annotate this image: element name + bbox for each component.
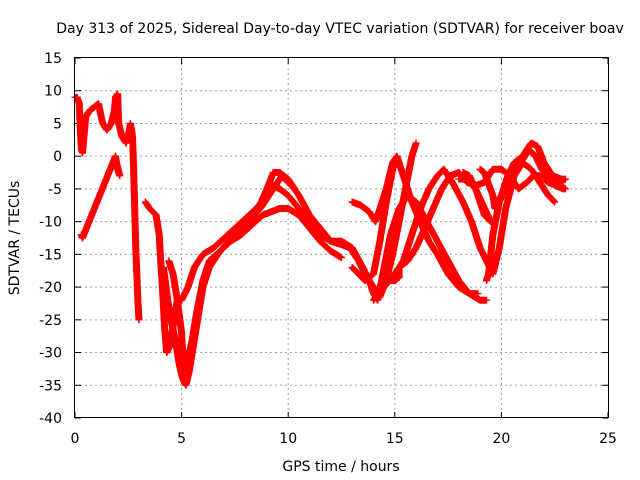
data-point-marks — [455, 169, 495, 226]
x-tick-label: 10 — [279, 431, 297, 447]
y-tick-label: 5 — [53, 116, 62, 132]
y-tick-label: -15 — [39, 247, 62, 263]
series-5 — [165, 205, 345, 376]
y-tick-label: -5 — [48, 182, 62, 198]
y-tick-label: 0 — [53, 149, 62, 165]
x-tick-labels: 0 5 10 15 20 25 — [71, 431, 617, 447]
chart-title: Day 313 of 2025, Sidereal Day-to-day VTE… — [56, 21, 624, 37]
data-markers — [71, 90, 569, 389]
data-point-marks — [348, 152, 401, 226]
x-tick-label: 5 — [177, 431, 186, 447]
x-tick-label: 15 — [386, 431, 404, 447]
series-8 — [348, 152, 401, 226]
data-point-marks — [476, 139, 569, 284]
data-point-marks — [71, 90, 143, 324]
series-11 — [476, 139, 569, 284]
y-axis-label: SDTVAR / TECUs — [7, 181, 23, 296]
y-tick-label: 10 — [44, 84, 62, 100]
data-point-marks — [165, 205, 345, 376]
y-tick-label: -30 — [39, 346, 62, 362]
series-12 — [455, 169, 495, 226]
data-point-marks — [77, 152, 124, 242]
series-2 — [77, 152, 124, 242]
y-tick-label: -20 — [39, 280, 62, 296]
y-tick-label: 15 — [44, 51, 62, 67]
x-axis-label: GPS time / hours — [282, 459, 399, 475]
y-tick-label: -25 — [39, 313, 62, 329]
plot-frame — [74, 57, 609, 418]
y-tick-label: -40 — [39, 411, 62, 427]
x-tick-label: 0 — [71, 431, 80, 447]
x-tick-label: 25 — [599, 431, 617, 447]
y-tick-label: -10 — [39, 215, 62, 231]
series-1 — [71, 90, 143, 324]
y-tick-labels: 15 10 5 0 -5 -10 -15 -20 -25 -30 -35 -40 — [39, 51, 62, 427]
x-tick-label: 20 — [492, 431, 510, 447]
y-tick-label: -35 — [39, 378, 62, 394]
